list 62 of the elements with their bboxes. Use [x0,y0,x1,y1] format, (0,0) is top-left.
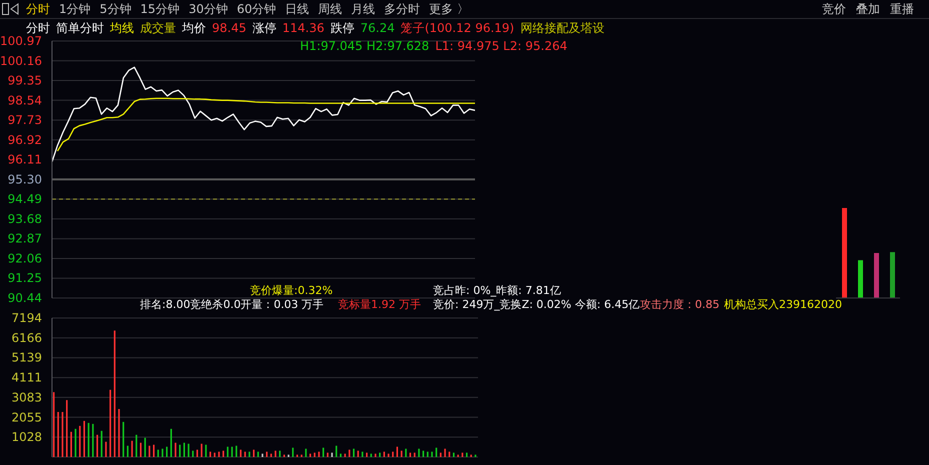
line-series [51,66,475,162]
text: 攻击力度：0.85 [640,298,720,311]
y-tick-label: 100.97 [0,34,42,48]
y-tick-label: 2055 [11,410,42,424]
annotation: 竞价爆量:0.32% [250,284,333,297]
annotation: 竞占昨: 0%_昨额: 7.81亿 [433,284,561,297]
annotation: L1: 94.975 L2: 95.264 [435,38,568,54]
text: 月线 [351,1,376,17]
y-tick-label: 99.35 [8,74,42,88]
text: 涨停 [252,20,276,36]
text: 简单分时 [56,20,104,36]
bar [842,208,847,298]
annotation: 机构总买入239162020 [724,298,842,311]
y-tick-label: 93.68 [8,212,42,226]
text: 5分钟 [100,1,132,17]
y-tick-label: 100.16 [0,54,42,68]
text: 周线 [318,1,342,17]
text: 竞标量1.92 万手 [338,298,421,311]
text: 分时 [26,1,50,17]
y-tick-label: 90.44 [8,291,42,305]
y-tick-label: 4111 [11,370,42,385]
text: 均价 [182,20,206,36]
y-tick-label: 95.30 [8,172,42,186]
text: 30分钟 [188,1,228,17]
text: 排名:8.00竞绝杀0.0开量：0.03 万手 [140,298,324,311]
text: 60分钟 [236,1,276,17]
text: 重播 [890,1,914,17]
y-tick-label: 97.73 [8,113,42,128]
y-tick-label: 96.92 [8,132,42,147]
text: 15分钟 [140,1,180,17]
y-tick-label: 1028 [11,430,42,444]
text: 日线 [285,1,310,17]
y-tick-label: 98.54 [8,93,42,108]
y-tick-label: 6166 [11,330,42,345]
y-tick-label: 7194 [11,311,42,325]
y-tick-label: 96.11 [8,152,42,167]
bar [874,253,879,298]
y-tick-label: 5139 [11,350,42,365]
y-tick-label: 91.25 [8,271,42,286]
text: 114.36 [282,20,324,36]
text: 98.45 [212,20,246,36]
annotation: H1:97.045 H2:97.628 [300,38,430,54]
text: 成交量 [140,20,176,36]
text: 1分钟 [59,1,91,17]
text: 竞价: 249万_竞换Z: 0.02% 今额: 6.45亿 [433,298,640,311]
text: 跌停 [330,20,354,36]
text: 叠加 [856,1,880,17]
text: 笼子(100.12 96.19) [400,20,514,36]
bar [858,260,863,298]
bar [890,252,895,298]
text: 多分时 [384,1,420,17]
line-series [56,98,475,152]
text: 网络接配及塔设 [520,20,604,36]
text: 更多 〉 [429,1,469,17]
y-tick-label: 92.06 [8,251,42,266]
y-tick-label: 94.49 [8,192,42,206]
y-tick-label: 3083 [11,390,42,404]
text: 76.24 [360,20,395,36]
text: 均线 [110,20,134,36]
text: 竞价 [822,1,846,17]
y-tick-label: 92.87 [8,232,42,246]
text: 分时 [26,20,50,36]
